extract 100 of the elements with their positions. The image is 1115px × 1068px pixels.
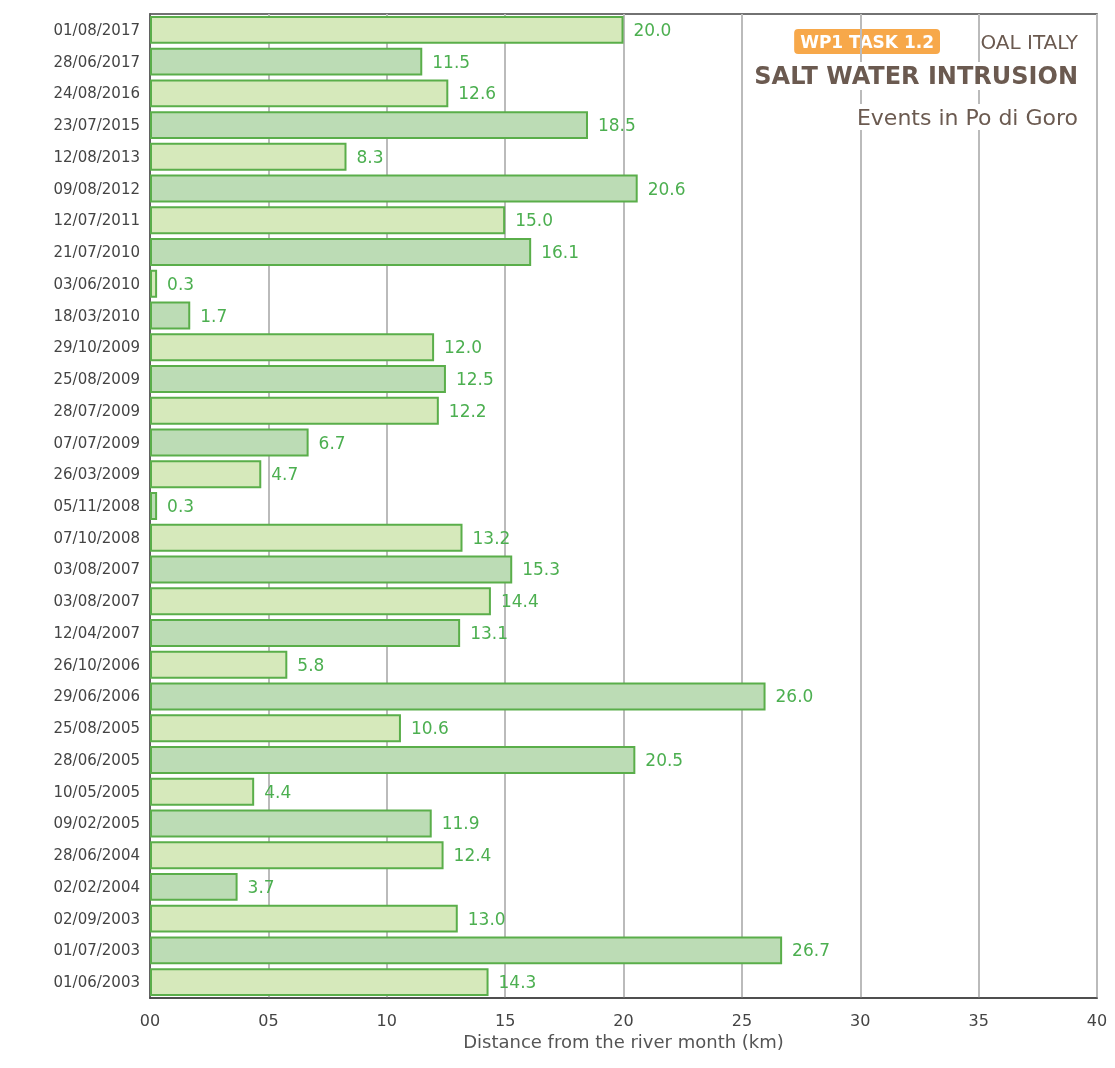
bar (150, 745, 636, 774)
y-tick-label: 07/07/2009 (53, 433, 140, 452)
y-tick-label: 03/08/2007 (53, 560, 140, 579)
data-label: 4.4 (264, 781, 292, 802)
x-tick-label: 30 (850, 1010, 871, 1030)
y-tick-label: 26/10/2006 (53, 655, 140, 674)
y-tick-label: 03/06/2010 (53, 274, 140, 293)
data-label: 11.9 (441, 813, 480, 834)
bar (150, 968, 489, 997)
data-label: 13.1 (470, 622, 508, 643)
data-label: 12.4 (453, 845, 492, 866)
bar (150, 555, 513, 584)
y-tick-label: 29/10/2009 (53, 338, 140, 357)
bar (150, 79, 449, 108)
bar (150, 619, 461, 647)
x-tick-label: 25 (731, 1010, 753, 1030)
bar (150, 269, 158, 298)
data-label: 18.5 (597, 115, 636, 136)
bar (150, 714, 401, 743)
data-label: 1.7 (200, 305, 228, 326)
y-tick-label: 09/08/2012 (53, 179, 140, 198)
y-tick-label: 07/10/2008 (53, 528, 140, 547)
bar (150, 587, 491, 616)
y-tick-label: 29/06/2006 (53, 687, 140, 706)
x-axis-title: Distance from the river month (km) (463, 1031, 784, 1053)
bar (150, 872, 238, 901)
bar (150, 333, 435, 362)
data-label: 12.2 (448, 400, 487, 421)
bar (150, 111, 588, 140)
bar (150, 206, 506, 235)
bar (150, 174, 638, 203)
data-label: 20.6 (647, 178, 686, 199)
bar (150, 841, 444, 870)
data-label: 14.3 (498, 972, 537, 993)
bar (150, 904, 458, 933)
x-tick-label: 00 (139, 1010, 161, 1030)
x-tick-label: 35 (968, 1010, 989, 1030)
bar (150, 142, 347, 171)
data-label: 4.7 (271, 464, 299, 485)
y-tick-label: 25/08/2005 (53, 719, 140, 738)
bar (150, 809, 432, 838)
data-label: 26.0 (775, 686, 814, 707)
bar (150, 301, 191, 330)
data-label: 8.3 (356, 146, 384, 167)
data-label: 20.5 (645, 749, 684, 770)
data-label: 5.8 (297, 654, 325, 675)
data-label: 13.2 (472, 527, 511, 548)
y-tick-label: 18/03/2010 (53, 306, 140, 325)
y-tick-label: 25/08/2009 (53, 370, 140, 389)
data-label: 14.4 (500, 591, 539, 612)
bar (150, 428, 309, 457)
data-label: 11.5 (432, 51, 471, 72)
x-tick-label: 20 (613, 1010, 634, 1030)
y-tick-label: 12/08/2013 (53, 147, 140, 166)
y-tick-label: 12/04/2007 (53, 623, 140, 642)
y-tick-label: 28/06/2004 (53, 846, 140, 865)
bar (150, 650, 288, 679)
data-label: 12.0 (444, 337, 482, 358)
y-tick-label: 02/02/2004 (53, 877, 140, 896)
text: SALT WATER INTRUSION (754, 62, 1078, 90)
x-tick-label: 40 (1086, 1010, 1108, 1030)
data-label: 15.3 (522, 559, 561, 580)
y-tick-label: 24/08/2016 (53, 84, 140, 103)
y-tick-label: 28/07/2009 (53, 401, 140, 420)
data-label: 0.3 (167, 496, 195, 516)
bar (150, 396, 439, 425)
bar (150, 777, 255, 806)
y-tick-label: 10/05/2005 (53, 782, 140, 801)
y-tick-label: 03/08/2007 (53, 592, 140, 611)
bar (150, 365, 446, 393)
bar (150, 15, 624, 44)
data-label: 16.1 (541, 242, 580, 263)
bar (150, 492, 158, 520)
bar (150, 238, 532, 267)
y-tick-label: 02/09/2003 (53, 909, 140, 928)
data-label: 6.7 (318, 432, 346, 453)
data-label: 20.0 (633, 19, 672, 40)
x-tick-label: 05 (258, 1010, 279, 1030)
bar (150, 936, 783, 965)
x-tick-label: 15 (494, 1010, 516, 1030)
data-label: 12.6 (458, 83, 497, 104)
data-label: 10.6 (410, 718, 449, 739)
data-label: 26.7 (792, 940, 830, 961)
bar (150, 682, 766, 711)
y-tick-label: 01/07/2003 (53, 941, 140, 960)
bar (150, 47, 423, 76)
y-tick-label: 28/06/2005 (53, 750, 140, 769)
data-label: 0.3 (167, 273, 195, 294)
data-label: 13.0 (467, 908, 506, 929)
text: Events in Po di Goro (856, 104, 1079, 130)
y-tick-label: 21/07/2010 (53, 243, 140, 262)
x-tick-label: 10 (376, 1010, 397, 1030)
y-tick-label: 01/06/2003 (53, 973, 140, 992)
y-tick-label: 01/08/2017 (53, 20, 140, 39)
y-tick-label: 28/06/2017 (53, 52, 140, 71)
annotation: OAL ITALY (980, 30, 1079, 54)
data-label: 15.0 (515, 210, 553, 231)
y-tick-label: 26/03/2009 (53, 465, 140, 484)
data-label: 12.5 (455, 369, 494, 390)
y-tick-label: 23/07/2015 (53, 116, 140, 135)
